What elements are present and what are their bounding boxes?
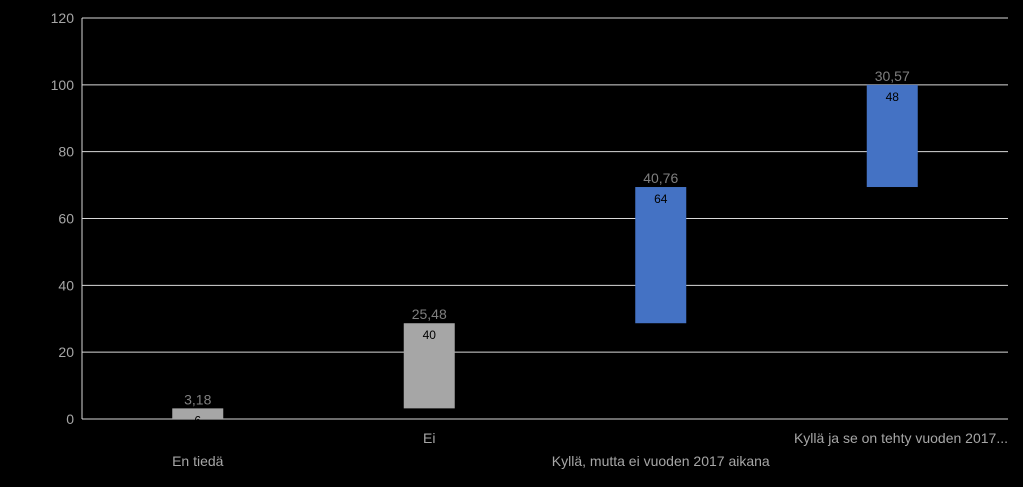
x-category-label: Kyllä ja se on tehty vuoden 2017... xyxy=(794,430,1008,446)
bar-percent-label: 25,48 xyxy=(412,306,447,322)
bar xyxy=(172,408,224,419)
gridlines xyxy=(82,17,1008,420)
bar-percent-label: 40,76 xyxy=(643,170,678,186)
bar-count-label: 48 xyxy=(886,90,900,104)
bar xyxy=(866,84,918,188)
bar xyxy=(635,187,687,324)
bar-count-label: 6 xyxy=(194,413,201,427)
y-tick-label: 40 xyxy=(58,277,74,293)
x-axis: En tiedä Ei Kyllä, mutta ei vuoden 2017 ai… xyxy=(172,430,1008,469)
bar-percent-label: 3,18 xyxy=(184,391,211,407)
y-tick-label: 20 xyxy=(58,344,74,360)
bars: 3,18 6 25,48 40 40,76 64 30,57 48 xyxy=(172,68,918,427)
x-category-label: En tiedä xyxy=(172,453,224,469)
bar-count-label: 40 xyxy=(423,328,437,342)
y-tick-label: 100 xyxy=(51,77,75,93)
y-tick-label: 120 xyxy=(51,10,75,26)
y-tick-label: 60 xyxy=(58,211,74,227)
bar xyxy=(403,323,455,409)
y-axis: 0 20 40 60 80 100 120 xyxy=(51,10,83,427)
x-category-label: Ei xyxy=(423,430,435,446)
bar-percent-label: 30,57 xyxy=(875,68,910,84)
x-category-label: Kyllä, mutta ei vuoden 2017 aikana xyxy=(552,453,770,469)
y-tick-label: 0 xyxy=(66,411,74,427)
y-tick-label: 80 xyxy=(58,144,74,160)
bar-count-label: 64 xyxy=(654,192,668,206)
